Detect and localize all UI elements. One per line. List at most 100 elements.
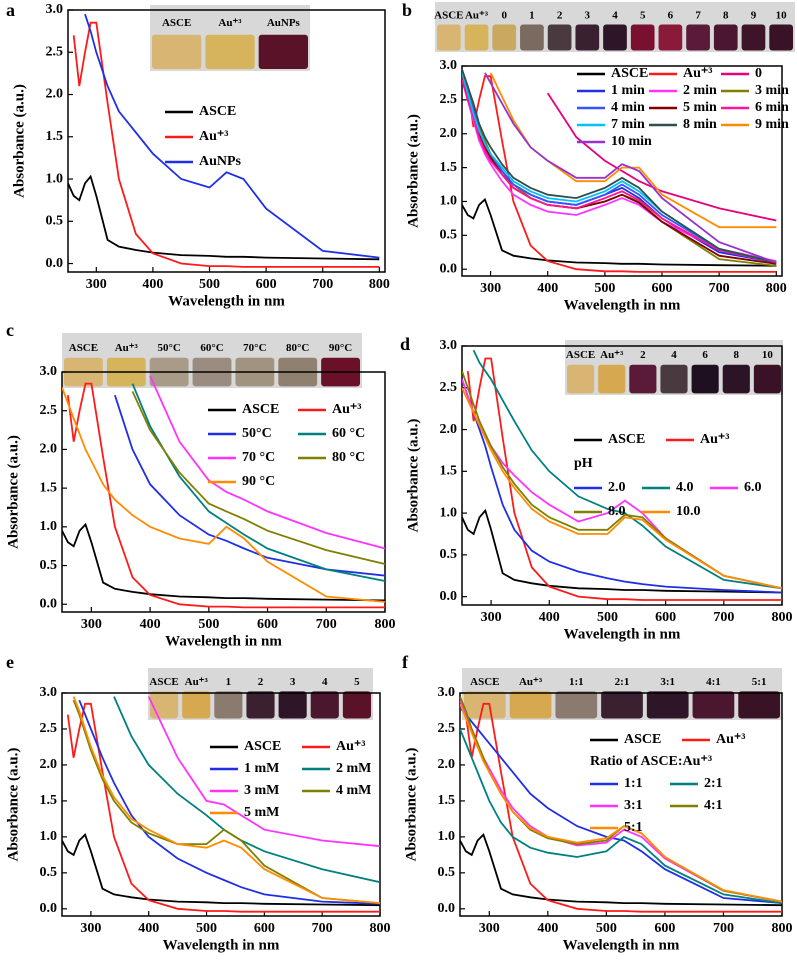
vial-liquid xyxy=(547,24,572,51)
spectrum-line xyxy=(66,702,380,913)
legend-label: Au⁺³ xyxy=(683,66,712,81)
y-tick-label: 1.5 xyxy=(40,480,58,495)
panel: ASCE Au⁺³ 2 4 6 8 10 0.0 0.5 1.0 1.5 2.0 2.5 3.0 300 40… xyxy=(400,334,793,642)
legend-label: ASCE xyxy=(608,432,645,447)
y-tick-label: 2.5 xyxy=(440,380,458,395)
x-tick-label: 300 xyxy=(86,277,107,292)
y-tick-label: 0.0 xyxy=(46,256,64,271)
vial-liquid xyxy=(692,691,735,719)
x-tick-label: 800 xyxy=(772,921,793,936)
y-tick-label: 2.5 xyxy=(440,92,458,107)
y-tick-label: 1.5 xyxy=(440,464,458,479)
vial-liquid xyxy=(629,364,657,394)
spectrum-line xyxy=(462,379,782,594)
y-tick-label: 1.5 xyxy=(46,129,64,144)
y-tick-label: 0.0 xyxy=(440,261,458,276)
legend-label: 4.0 xyxy=(676,480,694,495)
spectrum-line xyxy=(113,696,380,884)
vial-label: 7 xyxy=(695,10,701,22)
legend-label: 1:1 xyxy=(624,776,643,791)
plot-frame xyxy=(459,692,783,917)
y-tick-label: 3.0 xyxy=(40,685,58,700)
y-tick-label: 1.0 xyxy=(440,194,458,209)
x-tick-label: 400 xyxy=(537,921,558,936)
spectrum-line xyxy=(472,349,782,590)
x-tick-label: 700 xyxy=(713,921,734,936)
vial-label: ASCE xyxy=(149,676,178,688)
y-tick-label: 1.5 xyxy=(440,160,458,175)
x-tick-label: 500 xyxy=(196,921,217,936)
spectrum-line xyxy=(147,696,380,848)
spectrum-line xyxy=(462,387,782,590)
vial-label: 3 xyxy=(585,10,591,22)
vial-liquid xyxy=(152,34,202,70)
spectrum-line xyxy=(68,174,380,261)
vial-liquid xyxy=(660,364,688,394)
vial-liquid xyxy=(464,691,506,719)
vial-label: 60°C xyxy=(200,342,223,354)
vial-label: 5 xyxy=(354,676,360,688)
x-axis-label: Wavelength in nm xyxy=(564,626,681,642)
vial-label: ASCE xyxy=(434,10,463,22)
vial-liquid xyxy=(603,24,627,51)
legend-label: 3:1 xyxy=(624,798,643,813)
vial-label: Au⁺³ xyxy=(218,17,242,29)
x-tick-label: 400 xyxy=(539,610,560,625)
legend-label: 10.0 xyxy=(676,504,701,519)
x-tick-label: 600 xyxy=(654,921,675,936)
legend-label: 6.0 xyxy=(744,480,762,495)
x-tick-label: 400 xyxy=(138,921,159,936)
y-axis-label: Absorbance (a.u.) xyxy=(11,84,27,198)
vial-label: 3 xyxy=(290,676,296,688)
legend-label: 5 mM xyxy=(244,805,279,820)
vial-liquid xyxy=(741,24,766,51)
y-axis-label: Absorbance (a.u.) xyxy=(5,435,21,549)
vial-label: AuNPs xyxy=(267,17,301,29)
vial-label: 2 xyxy=(258,676,264,688)
spectrum-line xyxy=(462,79,777,264)
legend-label: 70 °C xyxy=(242,450,275,465)
x-tick-label: 600 xyxy=(257,617,278,632)
legend-label: 5:1 xyxy=(624,820,643,835)
vial-label: ASCE xyxy=(162,17,191,29)
vial-liquid xyxy=(464,24,489,51)
vial-liquid xyxy=(753,364,781,394)
vial-label: Au⁺³ xyxy=(519,676,543,688)
spectrum-line xyxy=(546,92,777,222)
vial-label: 4:1 xyxy=(706,676,721,688)
legend-label: 4:1 xyxy=(704,798,723,813)
vial-label: 80°C xyxy=(286,342,309,354)
y-tick-label: 3.0 xyxy=(440,338,458,353)
plot-frame xyxy=(61,692,381,917)
y-tick-label: 0.5 xyxy=(438,865,456,880)
legend-label: 60 °C xyxy=(332,426,365,441)
y-tick-label: 0.5 xyxy=(46,214,64,229)
spectrum-line xyxy=(131,391,385,565)
spectrum-line xyxy=(460,703,782,903)
vial-liquid xyxy=(658,24,683,51)
spectrum-line xyxy=(72,21,380,268)
x-tick-label: 800 xyxy=(375,617,396,632)
x-tick-label: 700 xyxy=(709,281,730,296)
x-tick-label: 500 xyxy=(198,617,219,632)
y-tick-label: 2.5 xyxy=(438,721,456,736)
x-tick-label: 500 xyxy=(597,610,618,625)
spectrum-line xyxy=(62,833,380,907)
vial-liquid xyxy=(713,24,738,51)
spectrum-line xyxy=(62,387,385,603)
vial-liquid xyxy=(686,24,710,51)
legend-note: Ratio of ASCE:Au⁺³ xyxy=(590,754,712,769)
spectrum-line xyxy=(489,72,777,229)
vial-liquid xyxy=(310,691,339,719)
vial-label: 8 xyxy=(734,349,740,361)
vial-label: 6 xyxy=(668,10,674,22)
x-axis-label: Wavelength in nm xyxy=(563,937,680,953)
y-tick-label: 2.0 xyxy=(438,757,456,772)
y-tick-label: 3.0 xyxy=(40,364,58,379)
y-tick-label: 2.0 xyxy=(440,422,458,437)
y-axis-label: Absorbance (a.u.) xyxy=(405,419,421,533)
legend-label: Au⁺³ xyxy=(336,739,365,754)
x-tick-label: 300 xyxy=(479,921,500,936)
panel-label: d xyxy=(400,334,410,354)
legend-label: 2.0 xyxy=(608,480,626,495)
